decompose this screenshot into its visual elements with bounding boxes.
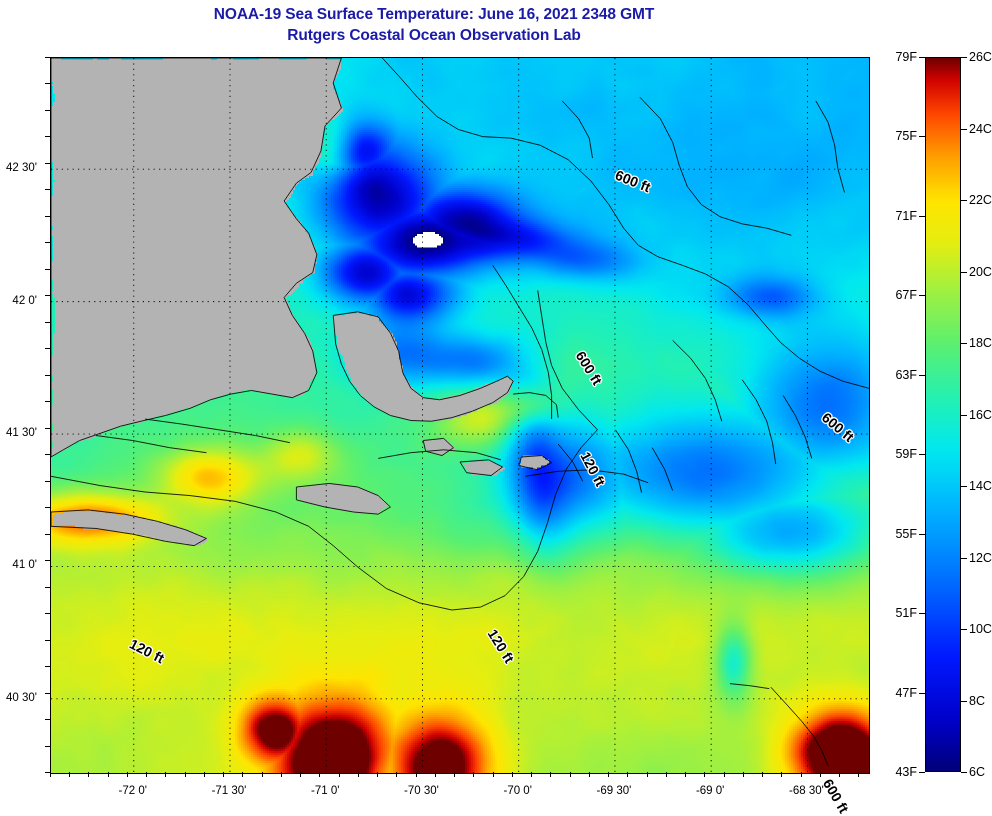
x-axis-tick-label: -71 0' <box>311 785 340 797</box>
y-axis-tick-label: 40 30' <box>6 691 37 704</box>
colorbar-label-celsius: 8C <box>969 693 985 708</box>
colorbar-tick-f <box>919 57 925 58</box>
y-axis-tick-label: 41 30' <box>6 427 37 440</box>
colorbar-label-fahrenheit: 71F <box>895 208 917 223</box>
colorbar-label-celsius: 12C <box>969 550 992 565</box>
colorbar-label-celsius: 20C <box>969 264 992 279</box>
colorbar-label-fahrenheit: 75F <box>895 129 917 144</box>
colorbar-label-fahrenheit: 67F <box>895 288 917 303</box>
sst-raster <box>51 58 869 773</box>
colorbar-tick-f <box>919 692 925 694</box>
x-axis-tick-label: -71 30' <box>211 785 247 797</box>
colorbar-tick-f <box>919 215 925 217</box>
page-title: NOAA-19 Sea Surface Temperature: June 16… <box>0 4 868 46</box>
colorbar-label-fahrenheit: 51F <box>895 606 917 621</box>
colorbar: 79F 75F 71F 67F 63F 59F 55F 51F 47F 43F 26C 24C 22C 2… <box>895 50 991 779</box>
colorbar-tick-f <box>919 374 925 376</box>
x-axis-ticks <box>50 772 868 786</box>
contour-depth-label: 600 ft <box>819 776 853 816</box>
colorbar-label-celsius: 6C <box>969 765 985 779</box>
colorbar-tick-c <box>961 128 967 130</box>
title-line-1: NOAA-19 Sea Surface Temperature: June 16… <box>213 6 655 23</box>
x-axis-tick-label: -72 0' <box>118 785 147 797</box>
y-axis-ticks <box>38 57 50 773</box>
colorbar-label-fahrenheit: 63F <box>895 367 917 382</box>
colorbar-gradient <box>925 57 961 772</box>
colorbar-label-celsius: 22C <box>969 193 992 207</box>
colorbar-label-fahrenheit: 55F <box>895 526 917 541</box>
colorbar-tick-c <box>961 414 967 416</box>
colorbar-label-fahrenheit: 79F <box>895 50 917 64</box>
colorbar-tick-f <box>919 136 925 138</box>
x-axis-tick-label: -68 30' <box>789 785 824 797</box>
y-axis-tick-label: 42 0' <box>12 294 37 307</box>
coastline-contour-overlay <box>51 58 869 773</box>
colorbar-tick-c <box>961 486 967 487</box>
colorbar-tick-c <box>961 700 967 702</box>
colorbar-tick-c <box>961 629 967 630</box>
colorbar-label-celsius: 26C <box>969 50 992 64</box>
colorbar-label-celsius: 16C <box>969 407 992 422</box>
x-axis-tick-label: -69 0' <box>695 785 725 797</box>
colorbar-tick-c <box>961 557 967 559</box>
colorbar-label-fahrenheit: 59F <box>895 447 917 462</box>
x-axis-tick-label: -69 30' <box>596 785 632 797</box>
colorbar-tick-f <box>919 454 925 456</box>
x-axis-tick-label: -70 0' <box>503 785 532 797</box>
colorbar-label-celsius: 10C <box>969 622 992 636</box>
colorbar-tick-f <box>919 295 925 297</box>
y-axis-tick-label: 41 0' <box>12 559 37 572</box>
colorbar-label-fahrenheit: 47F <box>895 685 917 700</box>
colorbar-tick-c <box>961 772 967 773</box>
colorbar-label-celsius: 24C <box>969 121 992 136</box>
colorbar-tick-c <box>961 343 967 344</box>
colorbar-label-fahrenheit: 43F <box>895 765 917 779</box>
colorbar-label-celsius: 14C <box>969 479 992 493</box>
colorbar-ticks: 79F 75F 71F 67F 63F 59F 55F 51F 47F 43F 26C 24C 22C 2… <box>895 50 991 779</box>
colorbar-tick-c <box>961 271 967 273</box>
colorbar-tick-c <box>961 200 967 201</box>
x-axis-tick-label: -70 30' <box>404 785 439 797</box>
colorbar-tick-f <box>919 613 925 615</box>
colorbar-tick-f <box>919 533 925 535</box>
colorbar-tick-c <box>961 57 967 58</box>
y-axis-tick-label: 42 30' <box>6 162 37 175</box>
colorbar-label-celsius: 18C <box>969 336 992 350</box>
colorbar-tick-f <box>919 772 925 773</box>
sst-map-plot <box>50 57 870 774</box>
title-line-2: Rutgers Coastal Ocean Observation Lab <box>287 27 581 44</box>
